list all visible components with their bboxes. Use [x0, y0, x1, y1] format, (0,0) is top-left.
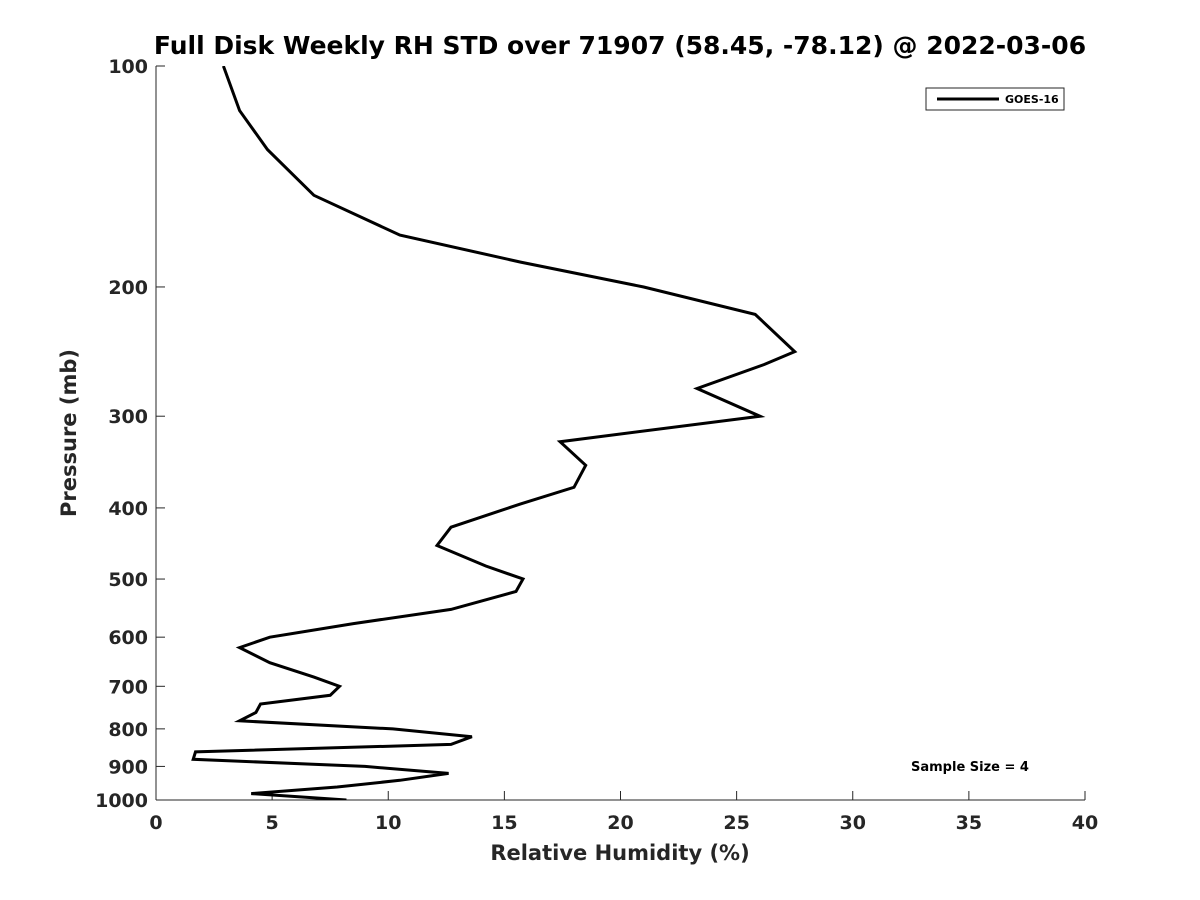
x-axis-label: Relative Humidity (%) [490, 841, 749, 865]
y-tick-label-400: 400 [108, 498, 148, 520]
x-tick-label-0: 0 [149, 812, 162, 834]
y-tick-label-700: 700 [108, 676, 148, 698]
y-tick-label-600: 600 [108, 627, 148, 649]
y-axis-label: Pressure (mb) [57, 349, 81, 517]
x-tick-label-5: 5 [266, 812, 279, 834]
y-tick-label-300: 300 [108, 406, 148, 428]
series-line-goes-16 [191, 66, 798, 800]
series-layer [191, 66, 798, 800]
x-axis-ticks: 0 5 10 15 20 25 30 35 40 [149, 791, 1098, 834]
y-tick-label-100: 100 [108, 56, 148, 78]
x-tick-label-15: 15 [491, 812, 517, 834]
x-tick-label-35: 35 [956, 812, 982, 834]
x-tick-label-20: 20 [607, 812, 633, 834]
legend-label-goes-16: GOES-16 [1005, 93, 1059, 106]
x-tick-label-40: 40 [1072, 812, 1098, 834]
legend: GOES-16 [925, 87, 1065, 111]
y-axis-ticks: 100 200 300 400 500 600 700 800 900 1000 [95, 56, 165, 812]
x-tick-label-30: 30 [840, 812, 866, 834]
y-tick-label-500: 500 [108, 569, 148, 591]
y-tick-label-900: 900 [108, 756, 148, 778]
y-tick-label-800: 800 [108, 719, 148, 741]
x-tick-label-25: 25 [723, 812, 749, 834]
sample-size-annotation: Sample Size = 4 [911, 760, 1029, 775]
chart-title: Full Disk Weekly RH STD over 71907 (58.4… [154, 31, 1086, 60]
y-tick-label-1000: 1000 [95, 790, 148, 812]
x-tick-label-10: 10 [375, 812, 401, 834]
y-tick-label-200: 200 [108, 277, 148, 299]
